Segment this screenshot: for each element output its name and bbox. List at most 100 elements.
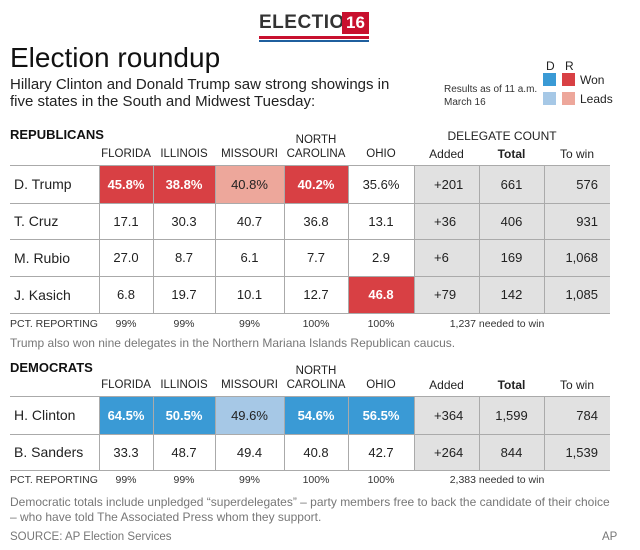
delegate-cell: 1,599: [495, 407, 528, 423]
state-header: ILLINOIS: [153, 378, 215, 392]
delegate-column-header: Total: [497, 378, 526, 392]
table-column-divider: [479, 165, 480, 313]
table-row-divider: [10, 313, 610, 314]
state-header-line: NORTH: [295, 365, 337, 377]
state-header: MISSOURI: [215, 147, 284, 161]
vote-share-cell: 48.7: [171, 444, 197, 460]
vote-share-cell: 12.7: [303, 287, 329, 302]
legend-dem-won-swatch: [543, 73, 556, 86]
page-title: Election roundup: [10, 42, 221, 73]
needed-to-win: 1,237 needed to win: [449, 318, 545, 330]
state-header-line: ILLINOIS: [160, 148, 208, 160]
candidate-name: D. Trump: [14, 176, 72, 192]
table-row-divider: [10, 434, 610, 435]
delegate-cell: 931: [576, 213, 598, 229]
vote-share-cell: 36.8: [303, 213, 329, 229]
table-column-divider: [348, 165, 349, 313]
delegate-band: [414, 396, 610, 470]
vote-share-cell: 19.7: [171, 287, 197, 302]
legend-leads-label: Leads: [580, 92, 613, 106]
state-header-line: CAROLINA: [286, 379, 346, 391]
vote-share-cell: 6.8: [116, 287, 136, 302]
state-header: OHIO: [348, 378, 414, 392]
state-header-line: ILLINOIS: [160, 379, 208, 391]
logo-stripe-blue: [259, 40, 369, 42]
delegate-column-header: To win: [559, 147, 594, 161]
pct-reporting-value: 100%: [302, 474, 330, 486]
credit-line: AP: [602, 531, 618, 543]
delegate-cell: +6: [434, 250, 449, 265]
table-row-divider: [10, 239, 610, 240]
table-row-divider: [10, 165, 610, 166]
state-header-line: FLORIDA: [101, 379, 151, 391]
state-header: MISSOURI: [215, 378, 284, 392]
delegate-cell: +79: [434, 287, 457, 302]
vote-share-cell: 54.6%: [284, 396, 348, 434]
footnote: Trump also won nine delegates in the Nor…: [10, 336, 456, 350]
vote-share-cell: 10.1: [236, 287, 263, 302]
candidate-name: T. Cruz: [14, 213, 59, 229]
vote-share-cell: 40.8: [303, 444, 329, 460]
table-column-divider: [414, 165, 415, 313]
vote-share-cell: 40.7: [236, 213, 263, 229]
delegate-column-header: Total: [497, 147, 526, 161]
state-header-line: OHIO: [366, 148, 396, 160]
delegate-cell: 142: [500, 287, 523, 302]
pct-reporting-value: 99%: [238, 318, 260, 330]
vote-share-cell: 30.3: [171, 213, 197, 229]
vote-share-cell: 7.7: [306, 250, 326, 265]
logo-number: 16: [342, 12, 369, 34]
state-header: FLORIDA: [99, 147, 153, 161]
vote-share-cell: 13.1: [368, 213, 394, 229]
subtitle: Hillary Clinton and Donald Trump saw str…: [10, 76, 390, 110]
delegate-cell: +36: [434, 213, 457, 229]
table-column-divider: [215, 165, 216, 313]
delegate-cell: 661: [500, 176, 523, 192]
vote-share-cell: 6.1: [240, 250, 259, 265]
results-timestamp: Results as of 11 a.m. March 16: [444, 84, 538, 108]
delegate-cell: 1,539: [565, 444, 598, 460]
table-row-divider: [10, 396, 610, 397]
vote-share-cell: 17.1: [113, 213, 139, 229]
state-header-line: FLORIDA: [101, 148, 151, 160]
state-header: OHIO: [348, 147, 414, 161]
pct-reporting-value: 100%: [367, 318, 395, 330]
delegate-cell: 784: [576, 407, 598, 423]
footnote: Democratic totals include unpledged “sup…: [10, 495, 610, 524]
legend-rep-won-swatch: [562, 73, 575, 86]
delegate-cell: 406: [500, 213, 523, 229]
candidate-name: B. Sanders: [14, 444, 84, 460]
pct-reporting-value: 99%: [173, 474, 195, 486]
vote-share-cell: 8.7: [174, 250, 194, 265]
table-column-divider: [215, 396, 216, 470]
table-column-divider: [348, 396, 349, 470]
state-header-line: NORTH: [295, 134, 337, 146]
pct-reporting-label: PCT. REPORTING: [10, 474, 98, 486]
table-column-divider: [99, 165, 100, 313]
vote-share-cell: 46.8: [348, 276, 414, 313]
pct-reporting-value: 99%: [238, 474, 260, 486]
delegate-cell: +364: [434, 407, 464, 423]
vote-share-cell: 42.7: [368, 444, 394, 460]
pct-reporting-value: 99%: [115, 318, 137, 330]
pct-reporting-value: 100%: [302, 318, 330, 330]
pct-reporting-value: 99%: [173, 318, 195, 330]
table-column-divider: [284, 396, 285, 470]
logo-stripe-red: [259, 36, 369, 39]
table-column-divider: [153, 165, 154, 313]
state-header-line: CAROLINA: [286, 148, 346, 160]
delegate-column-header: Added: [429, 147, 464, 161]
vote-share-cell: 40.8%: [215, 165, 284, 203]
vote-share-cell: 64.5%: [99, 396, 153, 434]
delegate-cell: 844: [500, 444, 523, 460]
legend-rep-label: R: [565, 59, 574, 73]
legend-dem-leads-swatch: [543, 92, 556, 105]
candidate-name: H. Clinton: [14, 407, 76, 423]
state-header: ILLINOIS: [153, 147, 215, 161]
source-line: SOURCE: AP Election Services: [10, 531, 172, 543]
vote-share-cell: 50.5%: [153, 396, 215, 434]
delegate-cell: 169: [500, 250, 523, 265]
table-row-divider: [10, 470, 610, 471]
vote-share-cell: 40.2%: [284, 165, 348, 203]
pct-reporting-value: 100%: [367, 474, 395, 486]
